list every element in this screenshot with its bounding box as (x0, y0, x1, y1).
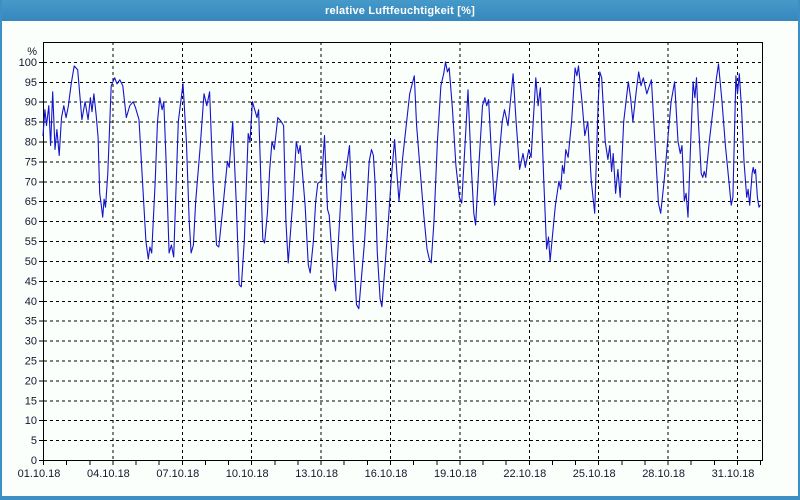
y-tick-label: 60 (25, 216, 37, 228)
y-tick-label: 10 (25, 415, 37, 427)
y-tick-label: 30 (25, 336, 37, 348)
y-tick-label: 25 (25, 355, 37, 367)
x-tick-label: 22.10.18 (503, 468, 546, 480)
y-tick-label: 75 (25, 156, 37, 168)
grid-lines (44, 42, 762, 460)
window-title-bar: relative Luftfeuchtigkeit [%] (2, 0, 798, 21)
axes (39, 42, 763, 465)
y-tick-label: 100 (19, 57, 37, 69)
y-tick-label: 20 (25, 375, 37, 387)
x-tick-label: 28.10.18 (642, 468, 685, 480)
x-tick-label: 16.10.18 (365, 468, 408, 480)
x-tick-label: 19.10.18 (434, 468, 477, 480)
y-axis-unit: % (27, 46, 37, 58)
y-tick-label: 55 (25, 236, 37, 248)
y-tick-label: 40 (25, 296, 37, 308)
y-tick-label: 85 (25, 117, 37, 129)
chart-title: relative Luftfeuchtigkeit [%] (324, 4, 476, 17)
y-tick-label: 0 (31, 455, 37, 467)
x-tick-label: 10.10.18 (226, 468, 269, 480)
axis-labels: 0 5 10 15 20 25 30 35 40 45 50 55 60 65 70 75 80 85 90 95 10… (18, 46, 755, 480)
x-tick-label: 25.10.18 (573, 468, 616, 480)
y-tick-label: 80 (25, 137, 37, 149)
x-tick-label: 04.10.18 (87, 468, 130, 480)
y-tick-label: 5 (31, 435, 37, 447)
y-tick-label: 50 (25, 256, 37, 268)
humidity-series-line (42, 61, 761, 310)
y-tick-label: 45 (25, 276, 37, 288)
x-tick-label: 07.10.18 (156, 468, 199, 480)
y-tick-label: 35 (25, 316, 37, 328)
y-tick-label: 95 (25, 77, 37, 89)
x-tick-label: 01.10.18 (18, 468, 61, 480)
y-tick-label: 70 (25, 176, 37, 188)
x-tick-label: 31.10.18 (712, 468, 755, 480)
x-tick-label: 13.10.18 (295, 468, 338, 480)
y-tick-label: 65 (25, 196, 37, 208)
y-tick-label: 15 (25, 395, 37, 407)
y-tick-label: 90 (25, 97, 37, 109)
